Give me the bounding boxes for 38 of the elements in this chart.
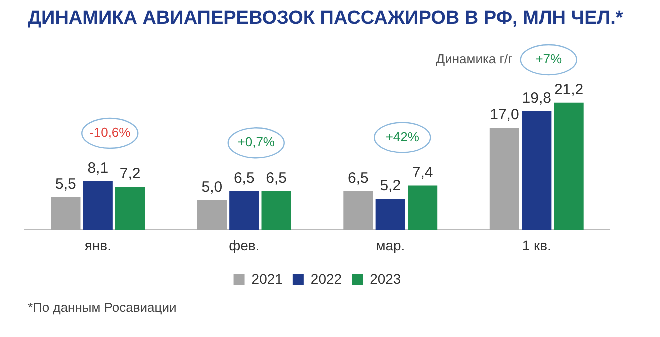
legend-label: 2023 <box>370 270 402 287</box>
data-label: 6,5 <box>266 170 287 187</box>
data-label: 6,5 <box>348 170 369 187</box>
bar <box>83 182 113 230</box>
chart-title: ДИНАМИКА АВИАПЕРЕВОЗОК ПАССАЖИРОВ В РФ, МЛН ЧЕЛ.* <box>28 8 624 30</box>
data-label: 5,2 <box>380 178 402 195</box>
annotation: +0,7% <box>238 134 276 150</box>
bar <box>554 102 584 230</box>
bar <box>230 191 260 230</box>
data-label: 8,1 <box>88 160 109 178</box>
data-label: 17,0 <box>490 106 520 124</box>
bar <box>376 198 406 230</box>
bar <box>51 197 81 230</box>
bar <box>408 186 438 230</box>
legend-label: 2021 <box>252 270 284 287</box>
data-label: 5,0 <box>202 178 223 196</box>
bar <box>490 128 520 230</box>
annotation: -10,6% <box>90 125 132 140</box>
x-tick-label: янв. <box>84 237 112 254</box>
x-tick-label: фев. <box>229 237 260 254</box>
text: Динамика г/г <box>436 52 514 67</box>
legend-label: 2022 <box>310 270 342 287</box>
bar <box>197 200 227 230</box>
bar <box>116 186 146 230</box>
data-label: 5,5 <box>56 176 76 193</box>
x-tick-label: мар. <box>376 237 406 254</box>
bar <box>262 191 292 230</box>
x-tick-label: 1 кв. <box>522 237 552 254</box>
annotation: +42% <box>386 129 420 144</box>
text: +7% <box>536 52 562 67</box>
bar <box>344 191 374 230</box>
data-label: 7,4 <box>412 164 434 182</box>
data-label: 7,2 <box>120 166 141 183</box>
text: *По данным Росавиации <box>28 300 177 315</box>
bar <box>522 111 552 230</box>
data-label: 21,2 <box>554 81 584 98</box>
data-label: 19,8 <box>522 90 552 107</box>
data-label: 6,5 <box>234 170 255 187</box>
